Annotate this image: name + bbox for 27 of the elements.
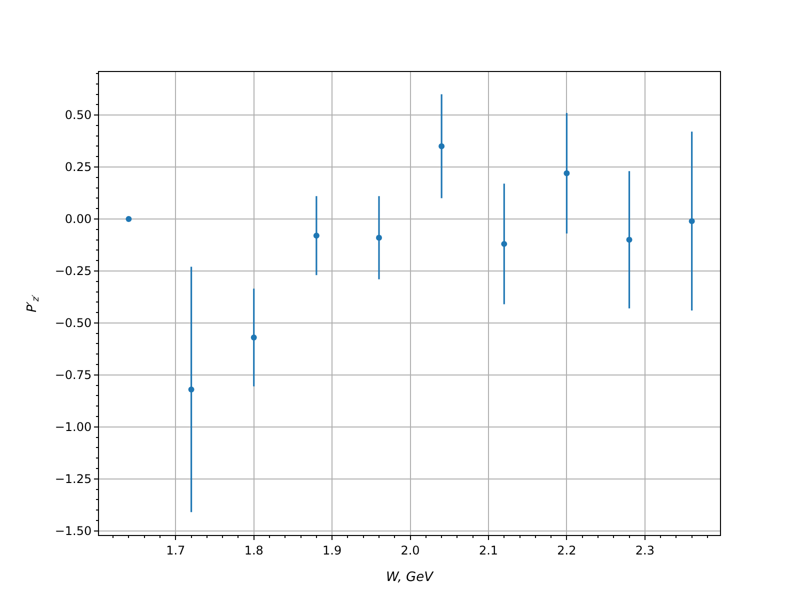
x-tick-label: 2.0 — [400, 543, 420, 558]
y-tick-label: −1.00 — [54, 420, 92, 434]
y-tick-label: −0.50 — [54, 316, 92, 330]
x-tick-label: 1.8 — [244, 543, 264, 558]
x-tick-label: 2.1 — [478, 543, 498, 558]
y-tick-label: −1.50 — [54, 524, 92, 538]
point — [188, 386, 194, 392]
y-tick-label: −0.25 — [54, 264, 92, 278]
x-tick-label: 1.7 — [166, 543, 186, 558]
point — [250, 334, 257, 340]
point — [501, 240, 508, 247]
point — [376, 234, 382, 241]
y-tick-label: 0.25 — [64, 160, 92, 174]
x-tick-label: 2.2 — [557, 543, 576, 558]
point — [438, 143, 445, 150]
point — [688, 218, 695, 224]
x-tick-label: 2.3 — [635, 543, 654, 558]
point — [126, 216, 132, 222]
point — [626, 236, 632, 243]
point — [313, 232, 320, 239]
y-tick-label: −1.25 — [54, 472, 92, 486]
x-tick-label: 1.9 — [322, 543, 342, 558]
y-tick-label: −0.75 — [54, 368, 92, 382]
point — [564, 170, 570, 176]
y-tick-label: 0.50 — [64, 108, 92, 122]
x-axis-title: W, GeV — [386, 570, 434, 585]
y-tick-label: 0.00 — [64, 212, 92, 226]
